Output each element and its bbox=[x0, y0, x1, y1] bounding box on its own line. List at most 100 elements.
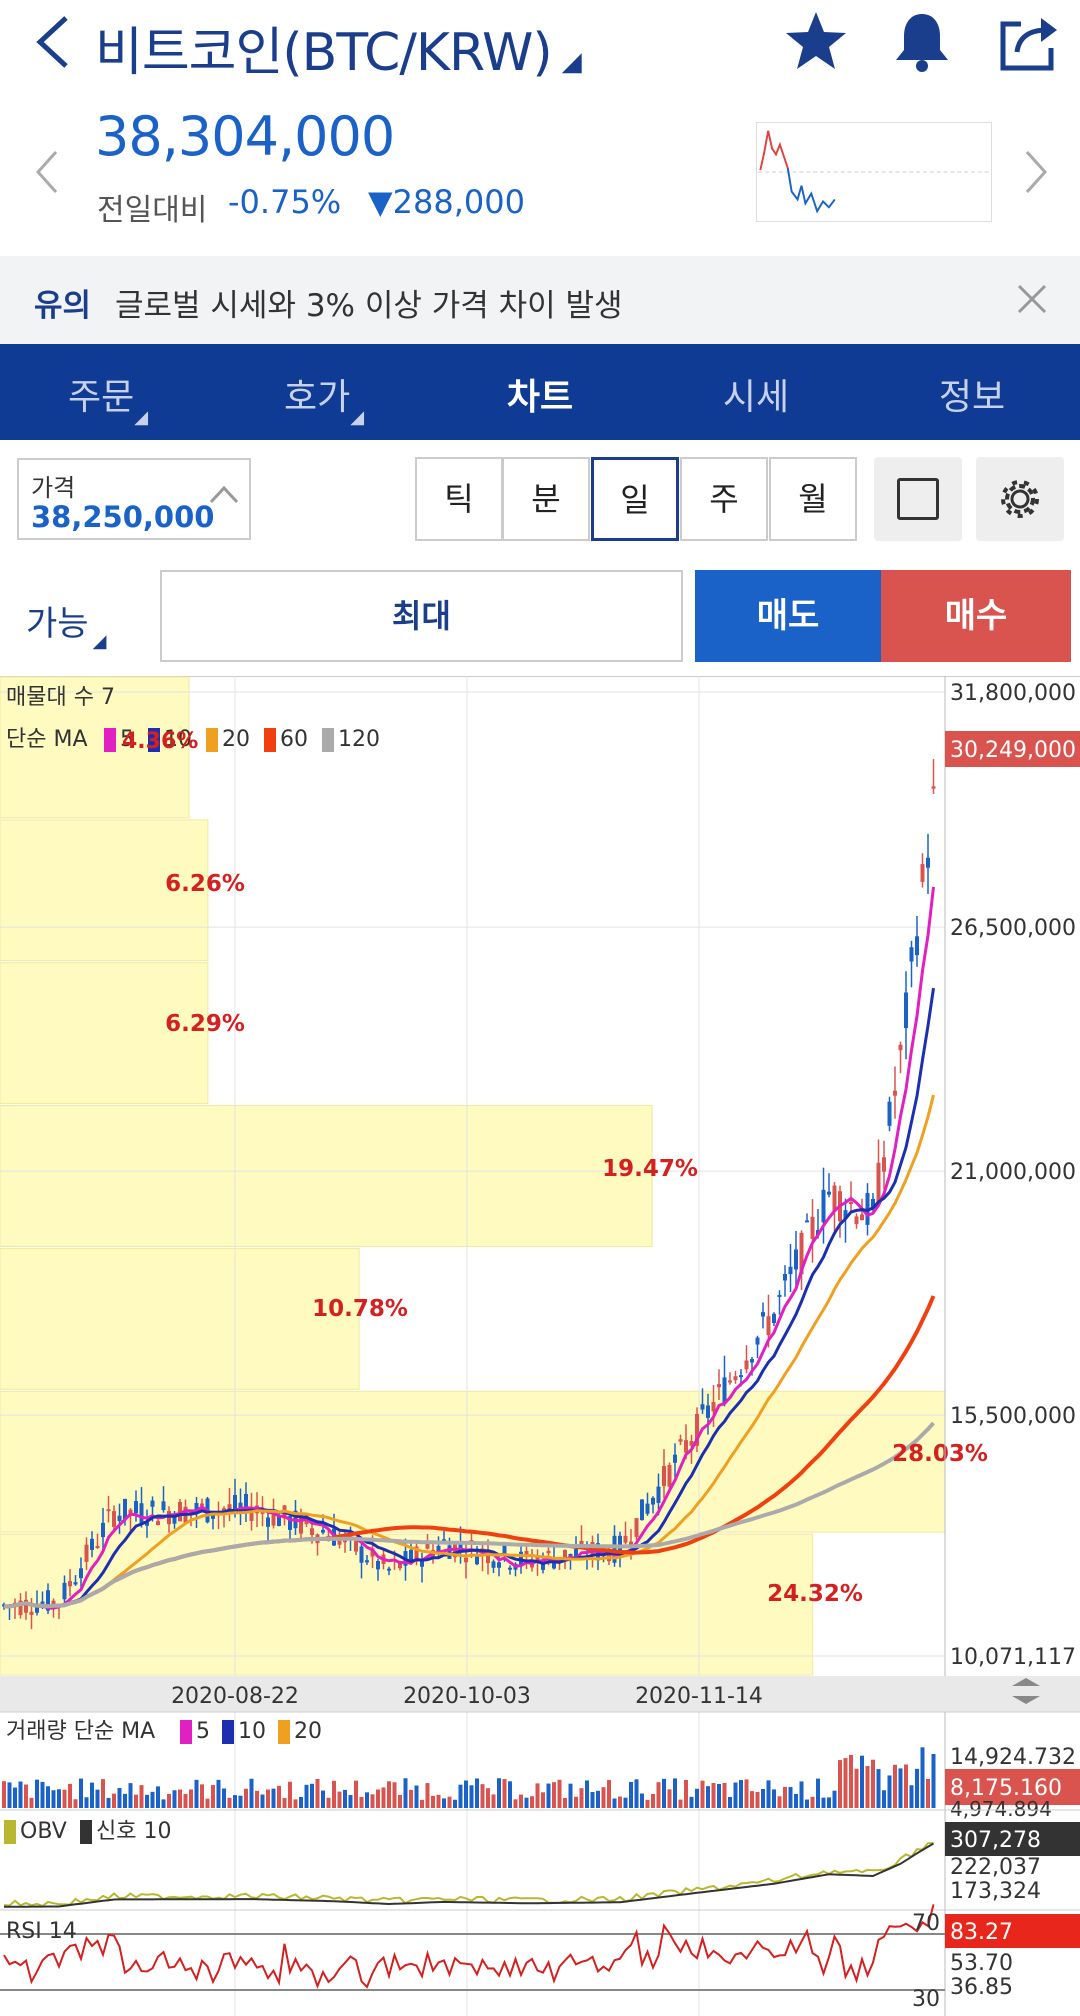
close-icon[interactable] bbox=[1015, 282, 1049, 316]
candle bbox=[783, 1274, 787, 1281]
ma-label: 단순 MA bbox=[6, 727, 88, 752]
candle bbox=[810, 1216, 815, 1239]
candle bbox=[90, 1538, 94, 1550]
tab-orderbook[interactable]: 호가◢ bbox=[283, 377, 365, 428]
volume-bar bbox=[365, 1792, 369, 1808]
tab-order[interactable]: 주문◢ bbox=[67, 377, 149, 428]
candle bbox=[662, 1465, 666, 1487]
price-selector[interactable]: 가격 38,250,000 bbox=[17, 458, 251, 540]
period-week[interactable]: 주 bbox=[680, 457, 768, 541]
resize-handle-icon[interactable] bbox=[1012, 1678, 1040, 1686]
volume-bar bbox=[354, 1780, 358, 1808]
volume-profile-bar bbox=[0, 1105, 653, 1247]
volume-bar bbox=[18, 1781, 23, 1808]
volume-bar bbox=[926, 1779, 930, 1808]
volume-bar bbox=[695, 1788, 699, 1808]
volume-bar bbox=[249, 1778, 254, 1808]
max-button[interactable]: 최대 bbox=[160, 570, 683, 662]
volume-bar bbox=[392, 1782, 397, 1808]
available-label[interactable]: 가능 ◢ bbox=[26, 604, 107, 652]
volume-bar bbox=[860, 1755, 864, 1808]
mini-chart[interactable] bbox=[756, 122, 992, 222]
volume-bar bbox=[376, 1789, 380, 1808]
tab-market[interactable]: 시세 bbox=[722, 377, 790, 418]
fullscreen-button[interactable] bbox=[874, 457, 962, 541]
volume-bar bbox=[101, 1779, 105, 1808]
price-chart[interactable]: 6.26% 6.29% 19.47% 10.78% 28.03% 24.32% 31,80… bbox=[0, 676, 1080, 2016]
volume-bar bbox=[486, 1788, 490, 1808]
volume-bar bbox=[244, 1788, 248, 1808]
volume-tick: 14,924.732 bbox=[950, 1745, 1076, 1770]
volume-bar bbox=[35, 1779, 39, 1808]
rsi-tick: 36.85 bbox=[950, 1975, 1013, 2000]
y-tick-label: 26,500,000 bbox=[950, 916, 1076, 941]
x-tick-label: 2020-10-03 bbox=[403, 1684, 531, 1709]
candle bbox=[678, 1439, 683, 1442]
sell-button[interactable]: 매도 bbox=[695, 570, 881, 662]
share-icon[interactable] bbox=[995, 8, 1063, 76]
x-tick-label: 2020-08-22 bbox=[171, 1684, 299, 1709]
candle bbox=[321, 1529, 325, 1533]
volume-bar bbox=[788, 1787, 793, 1808]
rsi-current: 83.27 bbox=[950, 1920, 1013, 1945]
obv-signal-line bbox=[4, 1842, 935, 1908]
volume-bar bbox=[398, 1794, 402, 1808]
volume-bar bbox=[585, 1780, 589, 1808]
bell-icon[interactable] bbox=[888, 8, 956, 76]
candle bbox=[656, 1486, 661, 1503]
volume-profile-pct: 28.03% bbox=[892, 1441, 988, 1467]
next-arrow-icon[interactable] bbox=[1015, 142, 1055, 202]
candle bbox=[354, 1540, 358, 1552]
star-icon[interactable] bbox=[782, 8, 850, 76]
candle bbox=[849, 1201, 853, 1204]
candle bbox=[486, 1550, 490, 1564]
ma-swatch bbox=[322, 728, 334, 752]
obv-swatch bbox=[4, 1820, 16, 1844]
buy-button[interactable]: 매수 bbox=[881, 570, 1071, 662]
settings-button[interactable] bbox=[976, 457, 1064, 541]
volume-bar bbox=[304, 1784, 309, 1808]
candle bbox=[579, 1540, 584, 1546]
ma-swatch bbox=[104, 728, 116, 752]
volume-bar bbox=[590, 1791, 595, 1808]
candle bbox=[24, 1599, 28, 1613]
volume-bar bbox=[893, 1764, 897, 1808]
volume-bar bbox=[425, 1783, 430, 1808]
volume-bar bbox=[612, 1798, 617, 1808]
coin-title[interactable]: 비트코인(BTC/KRW) ◢ bbox=[95, 23, 582, 83]
prev-arrow-icon[interactable] bbox=[28, 142, 68, 202]
volume-bar bbox=[497, 1778, 501, 1808]
candle bbox=[876, 1162, 881, 1204]
volume-bar bbox=[299, 1796, 303, 1808]
volume-bar bbox=[189, 1789, 193, 1808]
volume-bar bbox=[156, 1786, 160, 1808]
candle bbox=[827, 1191, 831, 1195]
candle bbox=[887, 1101, 892, 1126]
candle bbox=[491, 1561, 496, 1568]
candle bbox=[178, 1502, 182, 1522]
candle bbox=[766, 1316, 771, 1336]
current-price-tag bbox=[945, 731, 1080, 767]
tab-info[interactable]: 정보 bbox=[938, 377, 1006, 418]
candle bbox=[574, 1549, 578, 1557]
volume-bar bbox=[887, 1775, 892, 1808]
candle bbox=[387, 1568, 391, 1571]
volume-profile-pct: 6.26% bbox=[165, 871, 245, 897]
volume-bar bbox=[436, 1794, 441, 1808]
tab-chart[interactable]: 차트 bbox=[506, 377, 574, 418]
back-arrow-icon[interactable] bbox=[28, 12, 78, 72]
ma-swatch bbox=[264, 728, 276, 752]
candle bbox=[29, 1611, 34, 1615]
candle bbox=[640, 1499, 644, 1521]
period-tick[interactable]: 틱 bbox=[415, 457, 503, 541]
period-minute[interactable]: 분 bbox=[502, 457, 590, 541]
candle bbox=[145, 1521, 149, 1526]
candle bbox=[84, 1544, 89, 1562]
candle bbox=[442, 1539, 446, 1542]
volume-bar bbox=[117, 1788, 122, 1808]
period-month[interactable]: 월 bbox=[769, 457, 857, 541]
volume-bar bbox=[519, 1794, 523, 1808]
candle bbox=[920, 864, 925, 882]
period-day[interactable]: 일 bbox=[591, 457, 679, 541]
candle bbox=[524, 1550, 529, 1557]
